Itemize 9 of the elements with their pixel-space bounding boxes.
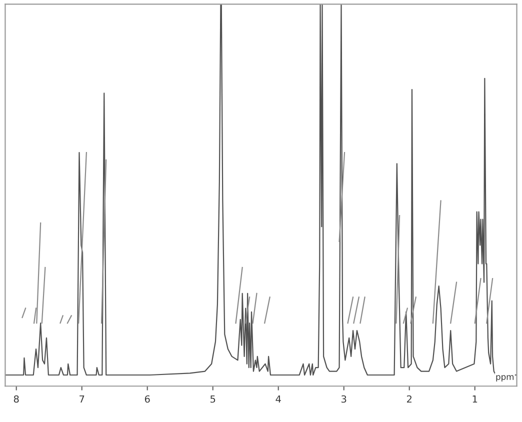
x-tick-label: 4 — [276, 395, 281, 403]
x-axis-title: ppm — [496, 375, 514, 382]
x-tick-label: 6 — [144, 395, 150, 403]
x-tick-label: 8 — [14, 395, 19, 403]
x-tick-label: 1 — [472, 395, 478, 403]
x-tick-label: 5 — [210, 395, 216, 403]
x-tick-label: 3 — [342, 395, 346, 403]
x-tick-label: 2 — [406, 395, 412, 403]
x-tick-label: 7 — [80, 395, 84, 403]
